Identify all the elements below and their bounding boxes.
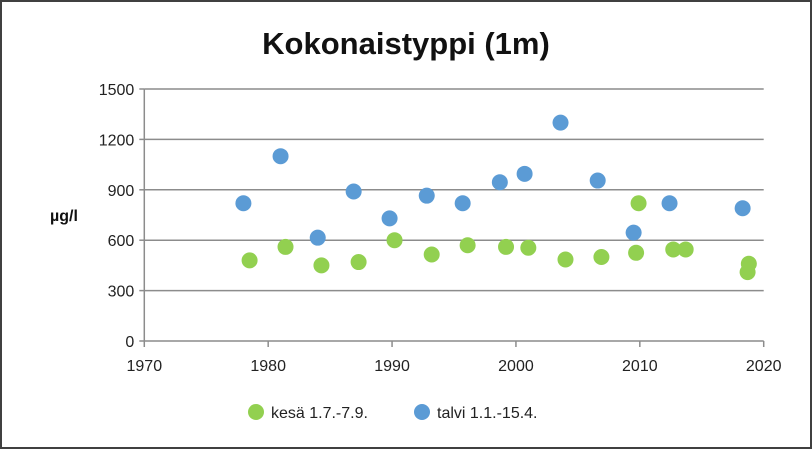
y-tick-label: 0: [125, 334, 134, 351]
x-tick-label: 1990: [374, 358, 410, 375]
legend-label: talvi 1.1.-15.4.: [437, 405, 538, 422]
x-tick-label: 2010: [622, 358, 658, 375]
data-point: [593, 249, 610, 265]
x-tick-label: 2020: [746, 358, 782, 375]
legend-marker: [414, 404, 430, 420]
y-tick-label: 900: [108, 183, 135, 200]
data-point: [665, 241, 682, 258]
data-point: [459, 237, 476, 254]
y-axis-label: µg/l: [50, 208, 78, 225]
y-tick-label: 300: [108, 284, 135, 301]
legend-marker: [248, 404, 264, 420]
data-point: [454, 195, 471, 212]
data-point: [625, 224, 642, 241]
data-point: [386, 232, 403, 249]
data-point: [520, 239, 537, 256]
data-point: [677, 241, 694, 258]
y-tick-label: 1200: [99, 132, 135, 149]
data-point: [235, 195, 252, 212]
series-kesa: [241, 195, 757, 281]
y-tick-label: 1500: [99, 82, 135, 99]
data-point: [739, 264, 756, 281]
data-point: [423, 246, 440, 263]
y-tick-label: 600: [108, 233, 135, 250]
data-point: [498, 238, 515, 255]
data-point: [381, 210, 398, 227]
data-point: [345, 183, 362, 200]
data-point: [589, 172, 606, 189]
data-point: [552, 114, 569, 131]
series-talvi: [235, 114, 751, 246]
data-point: [350, 254, 367, 271]
data-point: [628, 244, 645, 261]
data-point: [309, 229, 326, 246]
data-point: [516, 165, 533, 182]
legend-item: kesä 1.7.-7.9.: [248, 404, 368, 422]
x-tick-label: 1970: [127, 358, 163, 375]
data-point: [241, 252, 258, 269]
data-point: [491, 174, 508, 191]
data-point: [272, 148, 289, 165]
x-tick-label: 2000: [498, 358, 534, 375]
data-point: [661, 195, 678, 212]
chart-title: Kokonaistyppi (1m): [262, 26, 550, 61]
data-point: [557, 251, 574, 268]
legend-label: kesä 1.7.-7.9.: [271, 405, 368, 422]
data-point: [418, 187, 435, 204]
data-point: [734, 200, 751, 217]
data-point: [277, 238, 294, 255]
data-point: [630, 195, 647, 212]
data-point: [313, 257, 330, 274]
legend-item: talvi 1.1.-15.4.: [414, 404, 538, 422]
x-tick-label: 1980: [250, 358, 286, 375]
